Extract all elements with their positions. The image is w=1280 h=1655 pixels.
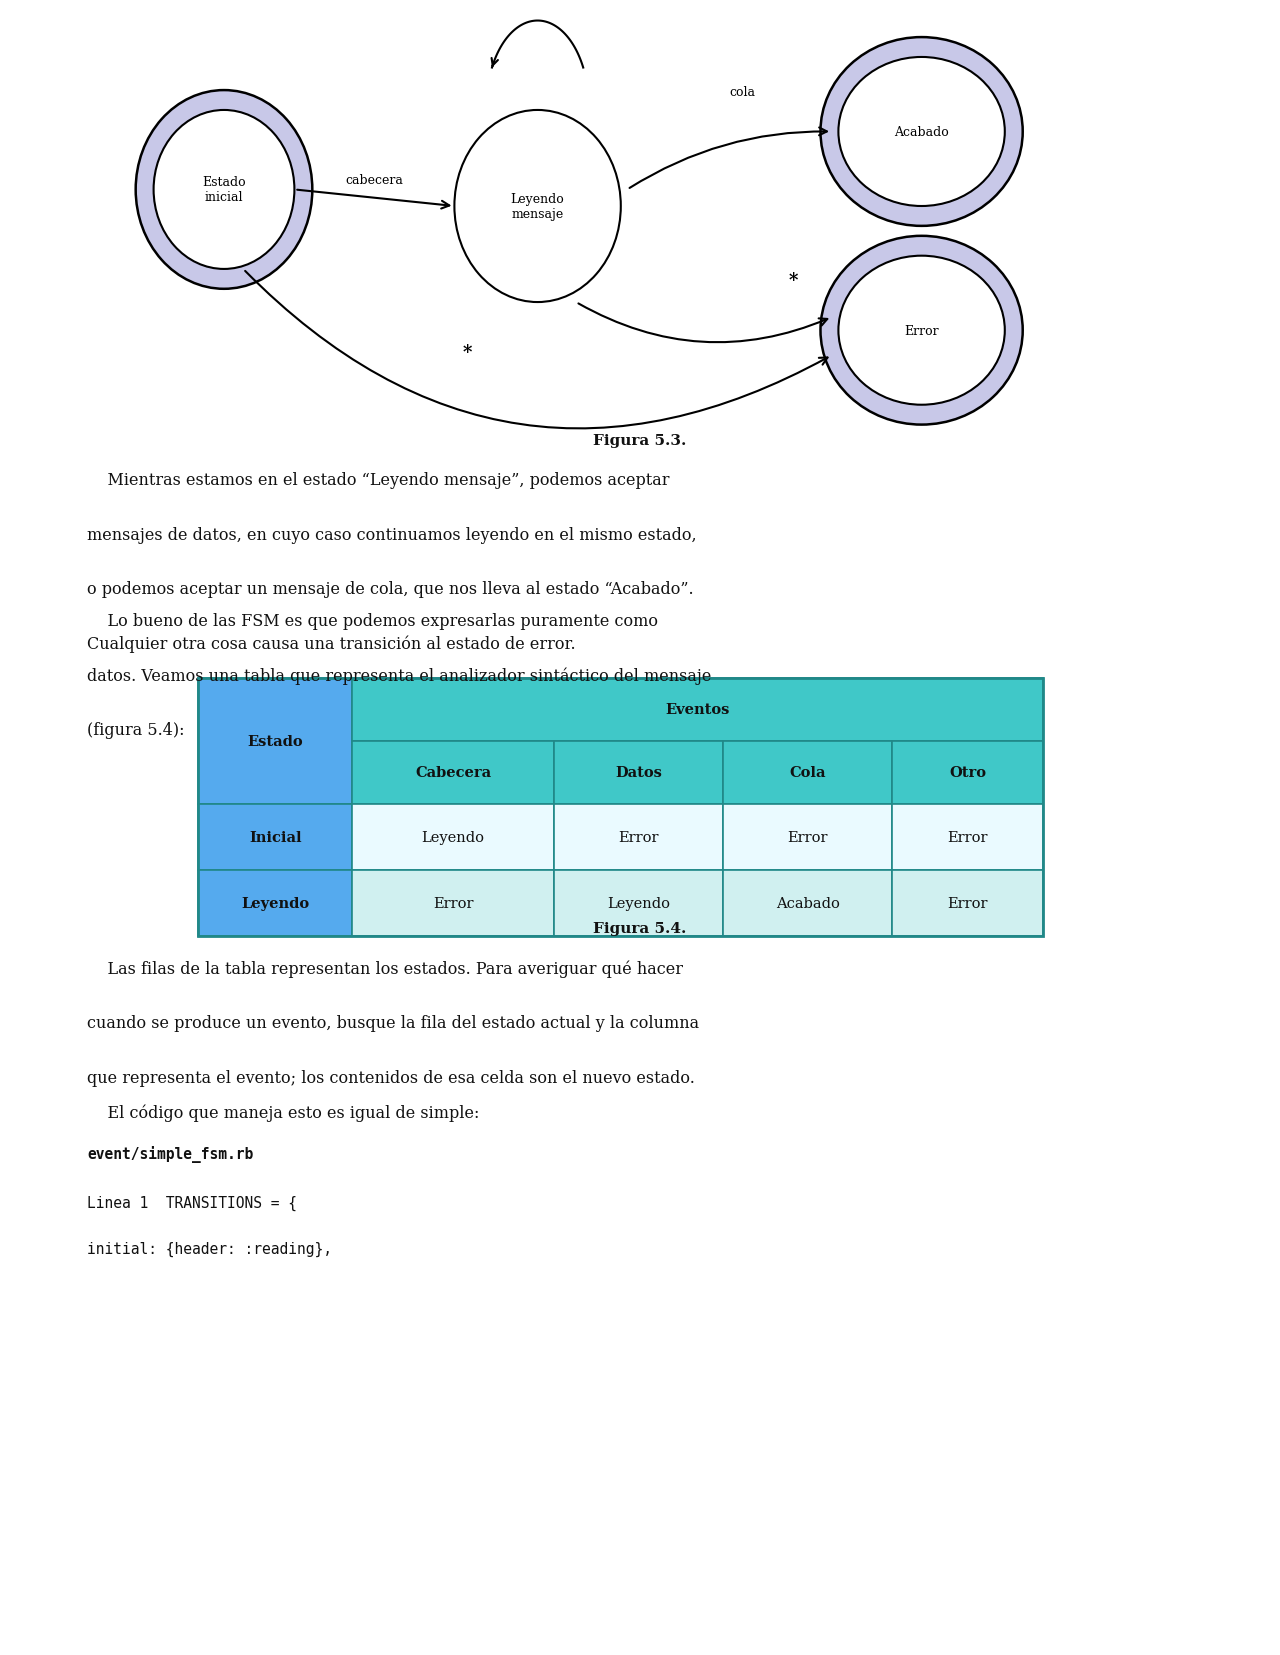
Ellipse shape xyxy=(838,257,1005,405)
Text: Leyendo: Leyendo xyxy=(241,897,310,910)
Text: El código que maneja esto es igual de simple:: El código que maneja esto es igual de si… xyxy=(87,1104,480,1122)
Text: cuando se produce un evento, busque la fila del estado actual y la columna: cuando se produce un evento, busque la f… xyxy=(87,1015,699,1031)
Bar xyxy=(198,871,352,937)
Bar xyxy=(723,804,892,871)
Bar xyxy=(352,679,1043,741)
Text: Linea 1  TRANSITIONS = {: Linea 1 TRANSITIONS = { xyxy=(87,1195,297,1210)
Text: Leyendo: Leyendo xyxy=(421,831,485,844)
Ellipse shape xyxy=(820,38,1023,227)
Text: Otro: Otro xyxy=(950,766,986,780)
Bar xyxy=(198,679,1043,937)
Bar xyxy=(352,871,554,937)
Text: Error: Error xyxy=(947,897,988,910)
Text: Estado
inicial: Estado inicial xyxy=(202,177,246,204)
Text: *: * xyxy=(788,271,799,290)
Text: Acabado: Acabado xyxy=(895,126,948,139)
Text: cabecera: cabecera xyxy=(346,174,403,187)
Bar xyxy=(723,741,892,804)
Bar xyxy=(554,804,723,871)
Bar xyxy=(723,871,892,937)
Ellipse shape xyxy=(838,58,1005,207)
Text: cola: cola xyxy=(730,86,755,99)
Bar xyxy=(892,871,1043,937)
Text: Datos: Datos xyxy=(616,766,662,780)
Text: Error: Error xyxy=(433,897,474,910)
Text: Error: Error xyxy=(618,831,659,844)
Text: Cola: Cola xyxy=(790,766,826,780)
Text: Estado: Estado xyxy=(247,735,303,748)
Text: Figura 5.4.: Figura 5.4. xyxy=(594,922,686,935)
Text: Leyendo: Leyendo xyxy=(607,897,671,910)
Bar xyxy=(554,871,723,937)
Bar xyxy=(198,679,352,804)
Text: Leyendo
mensaje: Leyendo mensaje xyxy=(511,194,564,220)
Text: *: * xyxy=(462,344,472,362)
Ellipse shape xyxy=(154,111,294,270)
Ellipse shape xyxy=(820,237,1023,425)
Text: Acabado: Acabado xyxy=(776,897,840,910)
Bar xyxy=(352,741,554,804)
Text: Lo bueno de las FSM es que podemos expresarlas puramente como: Lo bueno de las FSM es que podemos expre… xyxy=(87,612,658,629)
Text: (figura 5.4):: (figura 5.4): xyxy=(87,722,184,738)
Text: datos. Veamos una tabla que representa el analizador sintáctico del mensaje: datos. Veamos una tabla que representa e… xyxy=(87,667,712,685)
Text: Cabecera: Cabecera xyxy=(415,766,492,780)
Bar xyxy=(352,804,554,871)
Bar xyxy=(554,741,723,804)
Text: Error: Error xyxy=(787,831,828,844)
Text: Error: Error xyxy=(947,831,988,844)
Text: mensajes de datos, en cuyo caso continuamos leyendo en el mismo estado,: mensajes de datos, en cuyo caso continua… xyxy=(87,526,696,543)
Bar xyxy=(892,741,1043,804)
Text: Mientras estamos en el estado “Leyendo mensaje”, podemos aceptar: Mientras estamos en el estado “Leyendo m… xyxy=(87,472,669,488)
Text: o podemos aceptar un mensaje de cola, que nos lleva al estado “Acabado”.: o podemos aceptar un mensaje de cola, qu… xyxy=(87,581,694,597)
Bar xyxy=(198,804,352,871)
Text: Inicial: Inicial xyxy=(248,831,302,844)
Text: Error: Error xyxy=(904,324,940,338)
Text: event/simple_fsm.rb: event/simple_fsm.rb xyxy=(87,1145,253,1162)
Ellipse shape xyxy=(454,111,621,303)
Bar xyxy=(892,804,1043,871)
Text: Eventos: Eventos xyxy=(666,703,730,717)
Text: Figura 5.3.: Figura 5.3. xyxy=(594,434,686,447)
Text: que representa el evento; los contenidos de esa celda son el nuevo estado.: que representa el evento; los contenidos… xyxy=(87,1069,695,1086)
Text: initial: {header: :reading},: initial: {header: :reading}, xyxy=(87,1241,332,1256)
Text: Las filas de la tabla representan los estados. Para averiguar qué hacer: Las filas de la tabla representan los es… xyxy=(87,960,684,978)
Ellipse shape xyxy=(136,91,312,290)
Text: Cualquier otra cosa causa una transición al estado de error.: Cualquier otra cosa causa una transición… xyxy=(87,636,576,654)
